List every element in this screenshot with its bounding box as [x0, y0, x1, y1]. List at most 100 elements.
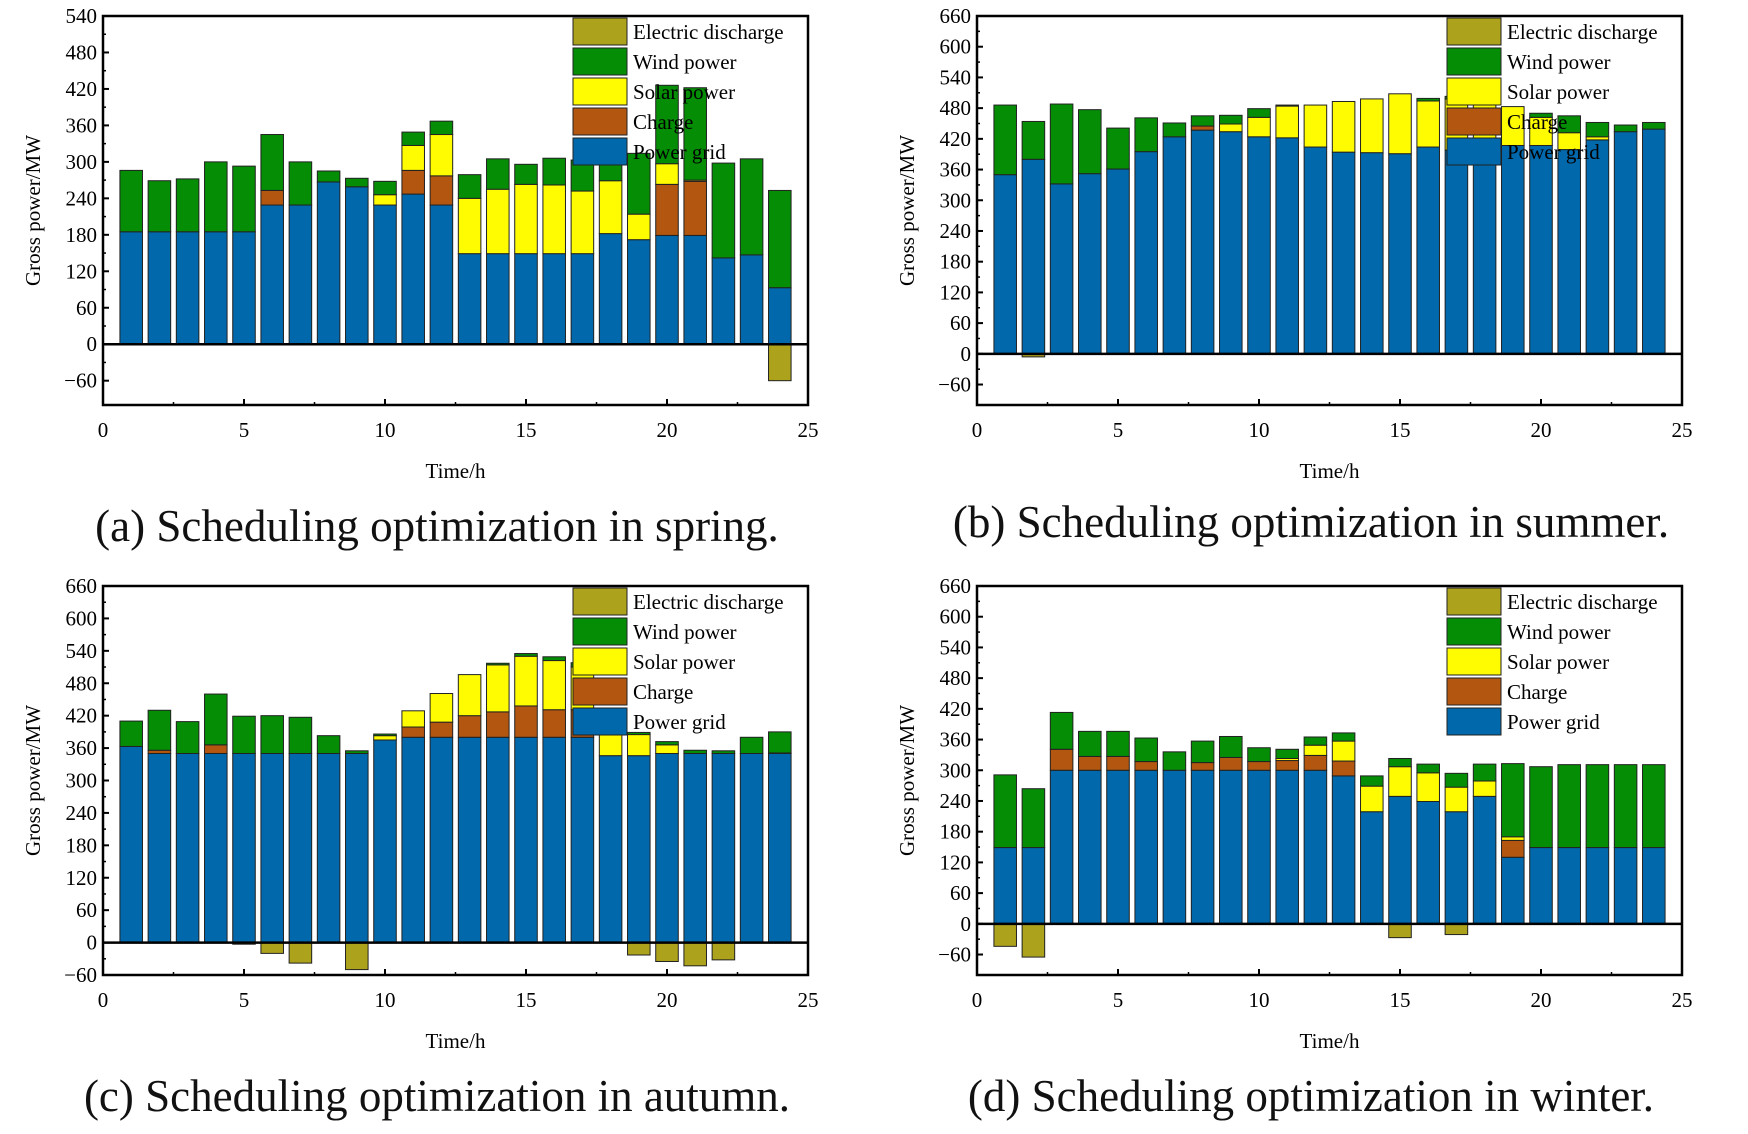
legend-swatch [572, 587, 628, 616]
bar-power-grid [401, 193, 425, 345]
y-tick-label: 540 [940, 65, 972, 89]
bar-power-grid [429, 204, 454, 345]
legend-label: Charge [633, 110, 693, 134]
x-tick-label: 15 [516, 988, 537, 1012]
bar-power-grid [1388, 795, 1412, 925]
bar-electric-discharge [1388, 923, 1412, 939]
bar-power-grid [1557, 149, 1581, 355]
bar-power-grid [1472, 795, 1497, 925]
panel-winter: −60 0 60 120 180 240 300 360 420 480 540 600 660 0 5 10… [874, 570, 1748, 1134]
bar-power-grid [1106, 769, 1130, 925]
y-tick-label: 240 [66, 186, 98, 210]
bar-wind-power [1190, 115, 1215, 127]
legend-swatch [572, 647, 628, 676]
bar-solar-power [1444, 786, 1469, 813]
y-tick-label: 240 [66, 801, 98, 825]
bar-power-grid [1134, 769, 1158, 925]
y-tick-label: 420 [940, 697, 972, 721]
bar-wind-power [232, 165, 256, 233]
bar-wind-power [401, 131, 425, 146]
y-tick-label: −60 [938, 943, 971, 967]
legend-label: Charge [633, 680, 693, 704]
bar-power-grid [457, 736, 482, 944]
bar-power-grid [345, 186, 369, 345]
bar-power-grid [175, 231, 200, 345]
bar-charge [1247, 761, 1271, 771]
bar-power-grid [655, 234, 679, 345]
bar-power-grid [1078, 173, 1102, 355]
bar-wind-power [1529, 766, 1553, 849]
bar-wind-power [1275, 104, 1299, 107]
y-tick-label: 480 [940, 666, 972, 690]
bar-solar-power [1303, 744, 1328, 756]
bar-charge [1275, 760, 1299, 771]
bar-wind-power [119, 169, 143, 233]
bar-wind-power [486, 158, 510, 190]
y-tick-label: 60 [950, 311, 971, 335]
bar-solar-power [1360, 98, 1384, 154]
bar-wind-power [739, 158, 764, 256]
bar-wind-power [1078, 730, 1102, 757]
bar-power-grid [1162, 769, 1187, 925]
bar-power-grid [232, 231, 256, 345]
bar-wind-power [1049, 711, 1074, 750]
y-tick-label: 480 [66, 671, 98, 695]
x-tick-label: 15 [1390, 418, 1411, 442]
bar-power-grid [1275, 137, 1299, 355]
bar-solar-power [1331, 100, 1356, 153]
bar-wind-power [993, 774, 1017, 849]
panel-summer: −60 0 60 120 180 240 300 360 420 480 540 600 660 0 5 10… [874, 0, 1748, 567]
bar-wind-power [711, 162, 736, 259]
bar-wind-power [1162, 751, 1187, 771]
bar-power-grid [514, 253, 538, 345]
bar-solar-power [1388, 93, 1412, 155]
x-tick-label: 10 [375, 988, 396, 1012]
bar-wind-power [204, 161, 228, 233]
bar-power-grid [1219, 131, 1243, 355]
y-tick-label: 0 [87, 332, 98, 356]
bar-power-grid [1360, 152, 1384, 355]
bar-wind-power [993, 104, 1017, 176]
x-axis-label: Time/h [426, 459, 486, 483]
bar-power-grid [1557, 847, 1581, 925]
legend-label: Electric discharge [1507, 590, 1658, 614]
bar-power-grid [1303, 769, 1328, 925]
bar-charge [1106, 755, 1130, 771]
bar-power-grid [1247, 136, 1271, 355]
bar-power-grid [1388, 153, 1412, 355]
bar-charge [401, 726, 425, 738]
bar-power-grid [345, 752, 369, 944]
bar-wind-power [711, 750, 736, 754]
bar-solar-power [429, 693, 454, 723]
legend-swatch [572, 137, 628, 166]
bar-power-grid [204, 231, 228, 345]
y-tick-label: 60 [950, 881, 971, 905]
bar-charge [542, 709, 566, 738]
bar-power-grid [1472, 148, 1497, 355]
bar-power-grid [486, 736, 510, 944]
y-tick-label: 0 [961, 912, 972, 936]
y-tick-label: 120 [66, 259, 98, 283]
bar-charge [683, 180, 707, 236]
y-tick-label: 420 [66, 704, 98, 728]
bar-power-grid [288, 204, 313, 345]
bar-charge [486, 711, 510, 738]
bar-charge [1219, 756, 1243, 771]
panel-spring: −60 0 60 120 180 240 300 360 420 480 540 0 5 10 15 20 25… [0, 0, 874, 567]
legend-label: Solar power [1507, 80, 1609, 104]
bar-power-grid [1303, 146, 1328, 355]
y-tick-label: 0 [87, 931, 98, 955]
bar-wind-power [1021, 788, 1046, 849]
x-tick-label: 5 [239, 418, 250, 442]
bar-wind-power [1529, 112, 1553, 118]
bar-power-grid [542, 253, 566, 345]
bar-solar-power [401, 144, 425, 171]
bar-power-grid [655, 752, 679, 944]
legend-label: Wind power [1507, 50, 1611, 74]
x-tick-label: 10 [375, 418, 396, 442]
bar-charge [514, 705, 538, 738]
bar-wind-power [1078, 109, 1102, 175]
x-tick-label: 0 [972, 988, 983, 1012]
bar-wind-power [1162, 122, 1187, 138]
legend-label: Power grid [1507, 140, 1600, 164]
